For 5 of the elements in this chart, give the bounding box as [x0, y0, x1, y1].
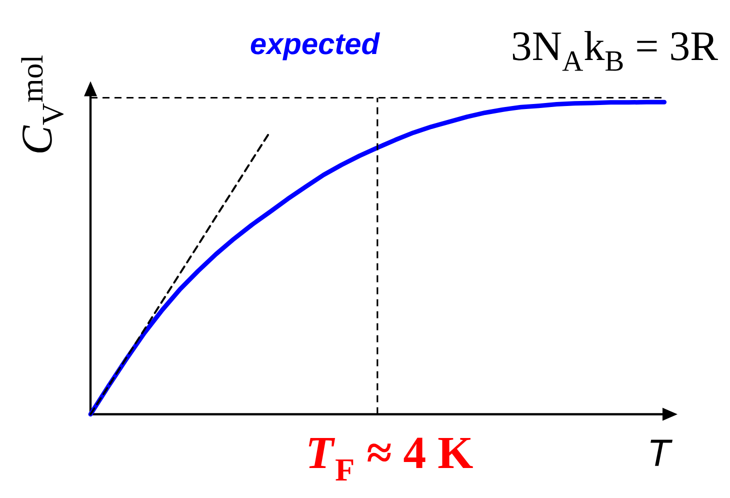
text: T$_{F}$ ≈ 4 K: [308, 438, 473, 480]
text: 3N$_{A}$k$_{B}$ = 3R: [512, 30, 718, 71]
y-axis-title: C$_{V}$mol: [21, 55, 64, 152]
text: expected: [250, 32, 380, 60]
x-axis-title: T: [650, 440, 673, 466]
